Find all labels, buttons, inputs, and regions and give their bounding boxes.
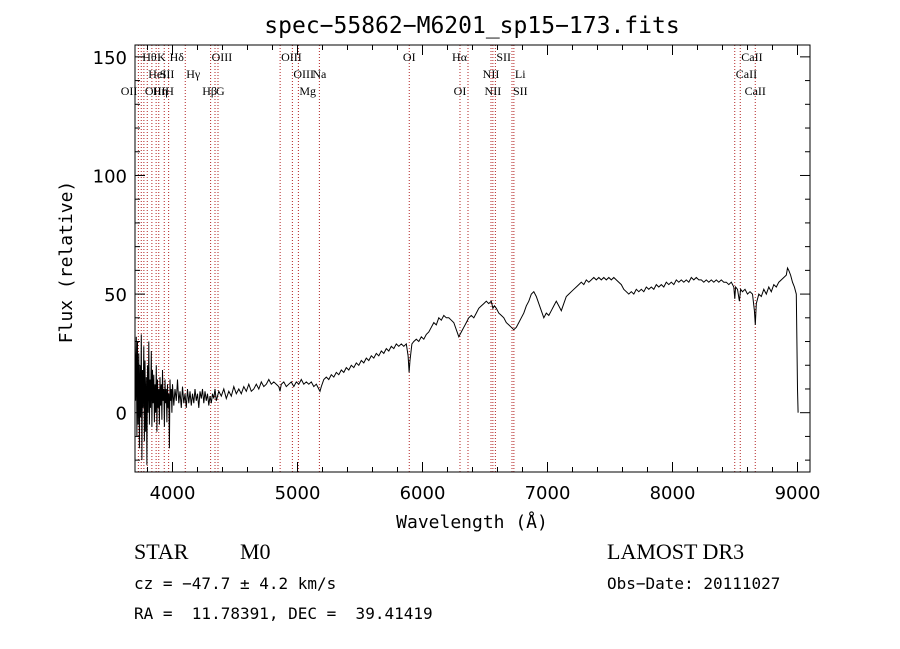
x-tick-label-1: 5000: [275, 483, 321, 504]
line-label-23: SII: [513, 84, 528, 98]
x-tick-label-2: 6000: [400, 483, 446, 504]
survey-name: LAMOST DR3: [607, 539, 745, 564]
line-label-5: K: [157, 50, 166, 64]
line-label-14: OIII: [293, 67, 314, 81]
line-label-6: SII: [160, 67, 175, 81]
y-axis-label: Flux (relative): [56, 181, 77, 344]
x-tick-label-3: 7000: [525, 483, 571, 504]
line-label-4: Hη: [153, 84, 168, 98]
line-label-18: OI: [454, 84, 467, 98]
spectrum-line: [134, 266, 799, 465]
line-label-26: CaII: [741, 50, 762, 64]
line-label-24: Li: [515, 67, 526, 81]
line-label-7: H: [165, 84, 174, 98]
line-label-3: HeI: [148, 67, 166, 81]
line-label-27: CaII: [745, 84, 766, 98]
line-label-13: OIII: [281, 50, 302, 64]
observation-date: Obs−Date: 20111027: [607, 574, 781, 593]
x-tick-label-4: 8000: [650, 483, 696, 504]
line-label-16: Na: [312, 67, 327, 81]
y-tick-label-2: 100: [93, 166, 127, 187]
y-tick-label-1: 50: [104, 285, 127, 306]
line-label-11: G: [216, 84, 225, 98]
x-axis: 4000 5000 6000 7000 8000 9000: [147, 45, 821, 504]
y-tick-label-0: 0: [116, 404, 127, 425]
line-label-22: SII: [496, 50, 511, 64]
spectral-line-markers: [137, 45, 756, 472]
line-label-12: Hβ: [202, 84, 217, 98]
line-label-0: OII: [121, 84, 138, 98]
redshift-cz: cz = −47.7 ± 4.2 km/s: [134, 574, 337, 593]
object-subclass: M0: [240, 539, 271, 564]
line-label-8: Hδ: [170, 50, 185, 64]
line-label-15: Mg: [299, 84, 316, 98]
x-tick-label-0: 4000: [150, 483, 196, 504]
line-label-20: NII: [483, 67, 500, 81]
line-label-19: Hα: [452, 50, 468, 64]
y-tick-label-3: 150: [93, 48, 127, 69]
x-tick-label-5: 9000: [775, 483, 821, 504]
chart-title: spec−55862−M6201_sp15−173.fits: [264, 13, 679, 39]
line-label-21: NII: [485, 84, 502, 98]
line-label-9: Hγ: [186, 67, 201, 81]
line-label-1: Hθ: [142, 50, 157, 64]
y-axis: 0 50 100 150: [93, 48, 810, 461]
plot-frame: [134, 44, 811, 473]
line-label-10: OIII: [212, 50, 233, 64]
line-label-25: CaII: [736, 67, 757, 81]
ra-dec-coordinates: RA = 11.78391, DEC = 39.41419: [134, 604, 433, 623]
object-class: STAR: [134, 539, 189, 564]
line-label-2: OIII: [145, 84, 166, 98]
x-axis-label: Wavelength (Å): [396, 511, 548, 533]
line-label-17: OI: [403, 50, 416, 64]
